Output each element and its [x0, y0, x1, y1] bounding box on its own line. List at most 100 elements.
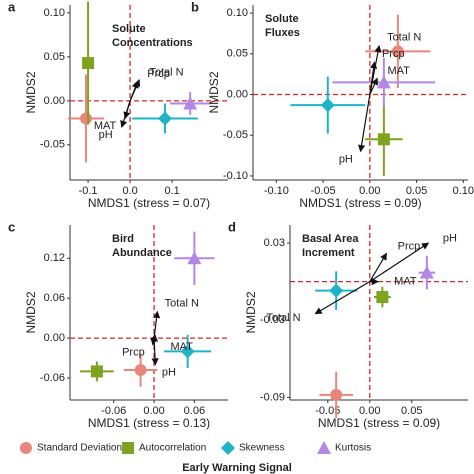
- point: [320, 98, 335, 113]
- legend-title: Early Warning Signal: [182, 462, 292, 474]
- legend-swatch: [122, 442, 134, 454]
- x-tick-label: -0.10: [264, 185, 289, 197]
- point: [82, 57, 95, 70]
- y-tick-label: -0.05: [40, 139, 65, 151]
- x-tick-label: 0.0: [122, 185, 137, 197]
- vector-arrow: [369, 77, 378, 95]
- point: [330, 388, 343, 401]
- legend-swatch: [317, 441, 331, 454]
- y-axis-label: NMDS2: [24, 71, 38, 113]
- vector-arrow: [357, 94, 371, 153]
- vector-label: Prcp: [147, 68, 170, 80]
- legend: Standard Deviation Autocorrelation Skewnes…: [20, 441, 371, 455]
- y-tick-label: -0.09: [260, 391, 285, 403]
- vector-label: pH: [99, 129, 113, 141]
- panel-title: Increment: [302, 247, 355, 259]
- y-axis-label: NMDS2: [207, 71, 221, 113]
- vector-label: pH: [443, 233, 457, 245]
- legend-swatch: [20, 442, 32, 454]
- point: [134, 364, 147, 377]
- legend-label: Autocorrelation: [139, 443, 206, 454]
- vector-label: MAT: [94, 120, 117, 132]
- x-tick-label: -0.06: [101, 405, 126, 417]
- x-tick-label: 0.05: [406, 185, 427, 197]
- vector-label: pH: [162, 367, 176, 379]
- x-axis-label: NMDS1 (stress = 0.07): [88, 196, 210, 210]
- y-axis-label: NMDS2: [24, 291, 38, 333]
- vector-arrow: [151, 338, 159, 366]
- panel-title: Bird: [112, 233, 134, 245]
- x-axis-label: NMDS1 (stress = 0.09): [318, 416, 440, 430]
- panel-title: Abundance: [112, 247, 172, 259]
- x-tick-label: -0.05: [315, 405, 340, 417]
- x-tick-label: -0.1: [79, 185, 98, 197]
- x-axis-label: NMDS1 (stress = 0.13): [88, 416, 210, 430]
- panel: -0.06 0.00 0.06 -0.06 0.00 0.06 0.12 NMDS1 (str…: [8, 219, 228, 430]
- panel: -0.1 0.0 0.1 -0.05 0.00 0.05 0.10 NMDS1 (stress…: [8, 0, 228, 210]
- x-tick-label: 0.00: [359, 405, 380, 417]
- vector-arrow: [129, 80, 139, 102]
- y-tick-label: 0.10: [227, 7, 248, 19]
- y-tick-label: -0.05: [223, 129, 248, 141]
- y-tick-label: 0.00: [44, 332, 65, 344]
- y-tick-label: 0.03: [264, 237, 285, 249]
- legend-label: Standard Deviation: [37, 443, 122, 454]
- x-tick-label: 0.10: [453, 185, 474, 197]
- y-tick-label: 0.05: [227, 48, 248, 60]
- vector-arrow: [369, 242, 430, 283]
- legend-label: Kurtosis: [335, 443, 371, 454]
- point: [329, 283, 344, 298]
- x-axis-label: NMDS1 (stress = 0.09): [299, 196, 421, 210]
- vector-label: Prcp: [122, 347, 145, 359]
- x-tick-label: 0.05: [401, 405, 422, 417]
- vector-label: MAT: [394, 276, 417, 288]
- point: [183, 96, 198, 110]
- y-tick-label: -0.03: [260, 314, 285, 326]
- point: [157, 111, 172, 126]
- vector-label: MAT: [171, 341, 194, 353]
- vector-label: Prcp: [382, 48, 405, 60]
- panel-title: Fluxes: [265, 27, 300, 39]
- vector-label: Total N: [149, 66, 183, 78]
- legend-label: Skewness: [239, 443, 285, 454]
- x-tick-label: 0.06: [184, 405, 205, 417]
- vector-label: MAT: [388, 65, 411, 77]
- panel-letter: a: [8, 0, 16, 14]
- y-axis-label: NMDS2: [244, 291, 258, 333]
- point: [79, 112, 92, 125]
- point: [90, 365, 103, 378]
- x-tick-label: 0.00: [143, 405, 164, 417]
- vector-label: pH: [339, 153, 353, 165]
- point: [377, 133, 390, 146]
- vector-arrow: [153, 310, 161, 339]
- point: [419, 265, 434, 279]
- point: [376, 291, 389, 304]
- y-tick-label: -0.10: [223, 170, 248, 182]
- panel: -0.05 0.00 0.05 -0.09 -0.03 0.03 NMDS1 (stress…: [228, 219, 468, 430]
- y-tick-label: 0.00: [227, 88, 248, 100]
- panel-title: Solute: [112, 23, 146, 35]
- vector-arrow: [120, 100, 131, 128]
- x-tick-label: 0.1: [164, 185, 179, 197]
- vector-arrow: [369, 252, 388, 282]
- y-tick-label: 0.12: [44, 252, 65, 264]
- vector-label: Prcp: [398, 240, 421, 252]
- point: [187, 251, 202, 265]
- y-tick-label: -0.06: [40, 372, 65, 384]
- panel-title: Concentrations: [112, 37, 193, 49]
- point: [376, 75, 391, 89]
- point: [180, 344, 195, 359]
- y-tick-label: 0.06: [44, 292, 65, 304]
- vector-label: Total N: [387, 32, 421, 44]
- y-tick-label: 0.00: [44, 95, 65, 107]
- panel: -0.10 -0.05 0.00 0.05 0.10 -0.10 -0.05 0.00 0.05…: [191, 0, 474, 210]
- y-tick-label: 0.10: [44, 7, 65, 19]
- panel-title: Solute: [265, 13, 299, 25]
- x-tick-label: -0.05: [311, 185, 336, 197]
- vector-label: Total N: [165, 297, 199, 309]
- panel-letter: c: [8, 219, 15, 234]
- panel-letter: b: [191, 0, 199, 14]
- panel-title: Basal Area: [302, 233, 359, 245]
- point: [391, 45, 404, 58]
